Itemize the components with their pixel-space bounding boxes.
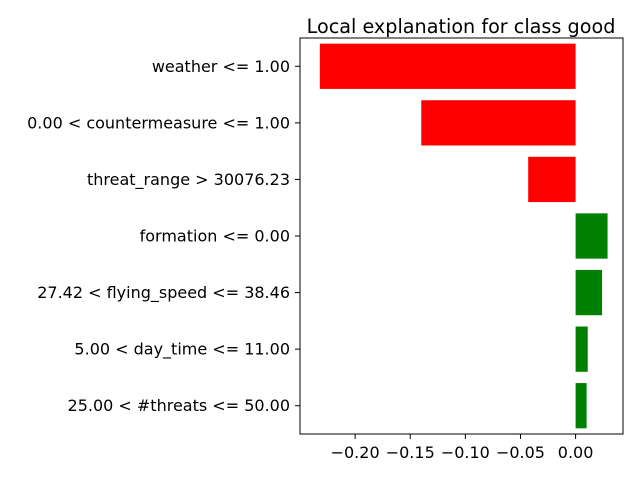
plot-frame — [299, 37, 624, 435]
x-tick-layer: −0.20 −0.15 −0.10 −0.05 0.00 — [331, 434, 594, 462]
bar-1 — [319, 43, 576, 89]
bar-6 — [575, 326, 588, 372]
x-tick-label: −0.10 — [441, 443, 490, 462]
y-tick-label: 27.42 < flying_speed <= 38.46 — [37, 283, 290, 303]
bar-3 — [528, 156, 576, 203]
bars-layer — [319, 43, 608, 429]
y-tick-label: formation <= 0.00 — [140, 227, 290, 246]
y-tick-label: 25.00 < #threats <= 50.00 — [68, 396, 290, 415]
y-tick-label: threat_range > 30076.23 — [87, 170, 290, 190]
bar-4 — [575, 213, 608, 259]
x-tick-label: −0.15 — [386, 443, 435, 462]
chart-title: Local explanation for class good — [307, 15, 616, 38]
y-tick-label: 0.00 < countermeasure <= 1.00 — [27, 113, 290, 132]
y-tick-label: weather <= 1.00 — [152, 57, 290, 76]
x-tick-label: −0.05 — [496, 443, 545, 462]
bar-2 — [421, 100, 576, 146]
y-tick-layer: weather <= 1.00 0.00 < countermeasure <= … — [27, 57, 300, 415]
bar-5 — [575, 269, 603, 316]
x-tick-label: 0.00 — [558, 443, 594, 462]
x-tick-label: −0.20 — [331, 443, 380, 462]
bar-7 — [575, 383, 587, 429]
y-tick-label: 5.00 < day_time <= 11.00 — [74, 340, 290, 360]
